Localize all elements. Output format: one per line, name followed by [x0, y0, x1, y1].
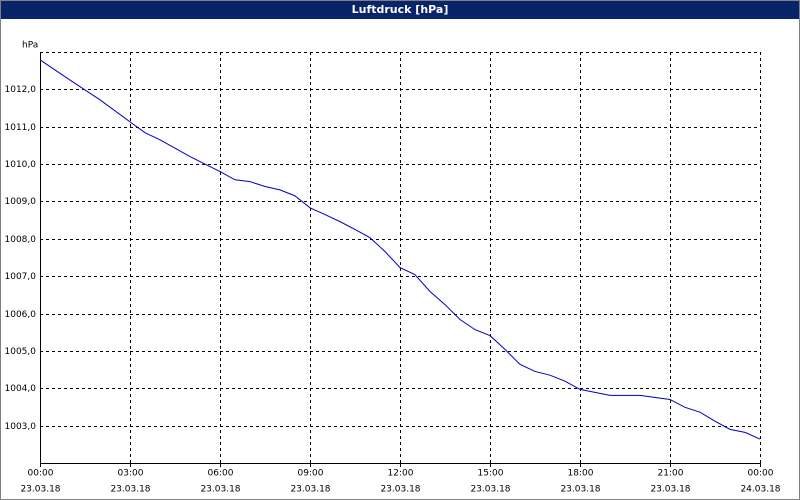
x-tick-date: 23.03.18 — [290, 485, 330, 495]
y-tick-label: 1004,0 — [5, 384, 37, 394]
y-axis-label: hPa — [22, 41, 38, 51]
x-tick-date: 23.03.18 — [110, 485, 150, 495]
line-series — [39, 59, 761, 440]
x-tick-date: 23.03.18 — [380, 485, 420, 495]
x-tick-label: 06:00 — [208, 469, 234, 479]
x-tick-date: 23.03.18 — [200, 485, 240, 495]
title-bar: Luftdruck [hPa] — [1, 1, 799, 19]
x-tick-date: 23.03.18 — [20, 485, 60, 495]
y-tick-label: 1005,0 — [5, 347, 37, 357]
y-tick-label: 1003,0 — [5, 422, 37, 432]
y-tick-label: 1009,0 — [5, 197, 37, 207]
x-tick-label: 15:00 — [478, 469, 504, 479]
x-tick-date: 23.03.18 — [470, 485, 510, 495]
y-tick-label: 1011,0 — [5, 123, 37, 133]
y-tick-label: 1006,0 — [5, 310, 37, 320]
x-tick-label: 00:00 — [748, 469, 774, 479]
x-tick-date: 24.03.18 — [740, 485, 780, 495]
x-tick-label: 21:00 — [658, 469, 684, 479]
x-tick-date: 23.03.18 — [560, 485, 600, 495]
y-tick-label: 1010,0 — [5, 160, 37, 170]
x-tick-date: 23.03.18 — [650, 485, 690, 495]
y-tick-label: 1012,0 — [5, 85, 37, 95]
x-tick-label: 03:00 — [118, 469, 144, 479]
x-tick-label: 00:00 — [28, 469, 54, 479]
chart: hPa 1003,0 1004,0 1005,0 1006,0 1007,0 1008,0… — [5, 41, 781, 495]
y-tick-label: 1008,0 — [5, 235, 37, 245]
x-tick-label: 18:00 — [568, 469, 594, 479]
x-tick-label: 12:00 — [388, 469, 414, 479]
y-tick-label: 1007,0 — [5, 272, 37, 282]
x-tick-label: 09:00 — [298, 469, 324, 479]
